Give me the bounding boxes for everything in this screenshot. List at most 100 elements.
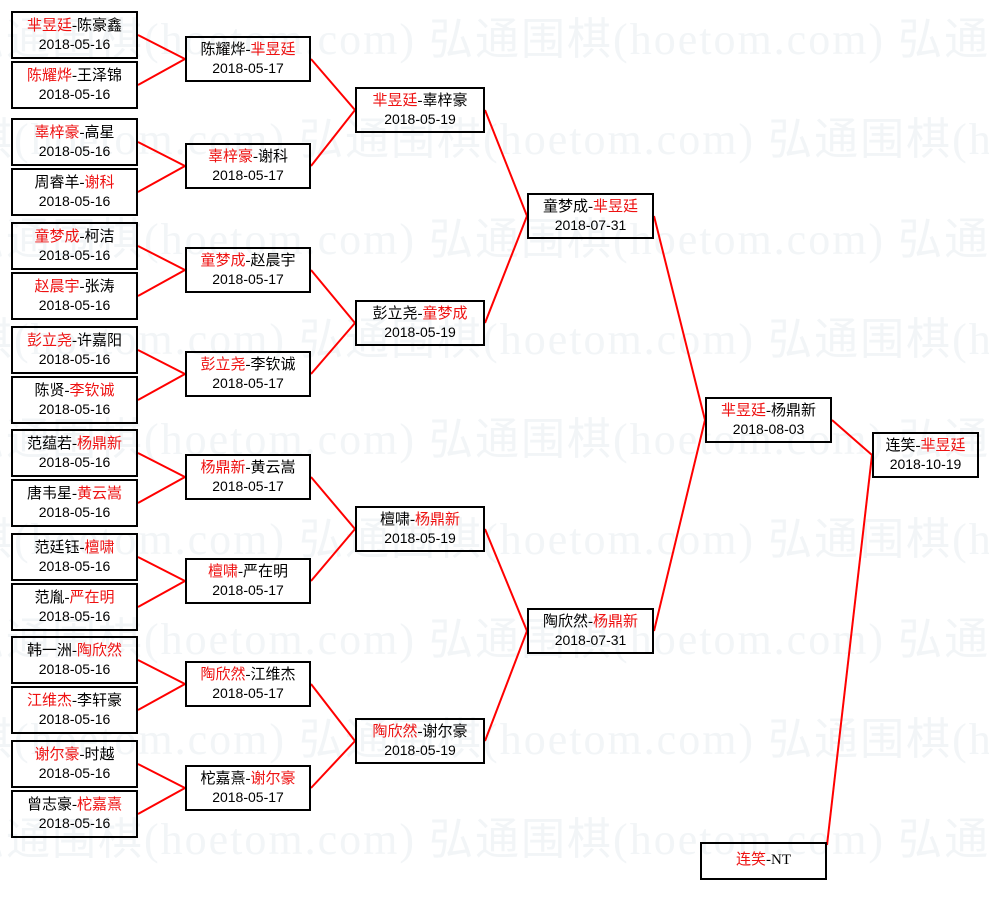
match-date: 2018-05-19 <box>384 741 456 758</box>
match-date: 2018-05-16 <box>38 814 111 831</box>
match-box[interactable]: 连笑-芈昱廷 2018-10-19 <box>872 432 979 478</box>
match-box[interactable]: 辜梓豪-谢科 2018-05-17 <box>185 143 311 189</box>
match-box[interactable]: 芈昱廷-辜梓豪 2018-05-19 <box>355 87 485 133</box>
match-box[interactable]: 周睿羊-谢科 2018-05-16 <box>11 168 138 216</box>
player-separator: - <box>79 540 85 557</box>
match-box[interactable]: 赵晨宇-张涛 2018-05-16 <box>11 272 138 320</box>
match-box[interactable]: 范胤-严在明 2018-05-16 <box>11 583 138 631</box>
match-date: 2018-05-17 <box>212 477 284 494</box>
player-winner: 童梦成 <box>200 253 246 270</box>
player-winner: 彭立尧 <box>200 357 246 374</box>
player-separator: - <box>245 42 251 59</box>
player-separator: - <box>915 438 921 455</box>
player-winner: 杨鼎新 <box>77 436 123 453</box>
match-box[interactable]: 杨鼎新-黄云嵩 2018-05-17 <box>185 454 311 500</box>
match-box[interactable]: 范廷钰-檀啸 2018-05-16 <box>11 533 138 581</box>
player-loser: 曾志豪 <box>26 797 72 814</box>
player-loser: 彭立尧 <box>372 306 418 323</box>
match-box[interactable]: 谢尔豪-时越 2018-05-16 <box>11 740 138 788</box>
match-date: 2018-05-17 <box>212 788 284 805</box>
match-date: 2018-05-17 <box>212 684 284 701</box>
match-box[interactable]: 辜梓豪-高星 2018-05-16 <box>11 118 138 166</box>
match-box[interactable]: 陶欣然-杨鼎新 2018-07-31 <box>527 608 654 654</box>
match-box[interactable]: 芈昱廷-杨鼎新 2018-08-03 <box>705 397 832 443</box>
player-winner: 芈昱廷 <box>920 438 966 455</box>
match-date: 2018-05-16 <box>38 660 111 677</box>
match-players: 连笑-芈昱廷 <box>885 438 965 455</box>
match-date: 2018-05-19 <box>384 323 456 340</box>
player-winner: 芈昱廷 <box>720 403 766 420</box>
match-box[interactable]: 曾志豪-柁嘉熹 2018-05-16 <box>11 790 138 838</box>
match-box[interactable]: 童梦成-柯洁 2018-05-16 <box>11 222 138 270</box>
player-separator: - <box>588 614 593 631</box>
player-loser: 唐韦星 <box>26 486 72 503</box>
match-box[interactable]: 陈耀烨-芈昱廷 2018-05-17 <box>185 36 311 82</box>
match-box[interactable]: 唐韦星-黄云嵩 2018-05-16 <box>11 479 138 527</box>
match-box[interactable]: 彭立尧-李钦诚 2018-05-17 <box>185 351 311 397</box>
match-box[interactable]: 陶欣然-江维杰 2018-05-17 <box>185 661 311 707</box>
player-winner: 芈昱廷 <box>593 199 639 216</box>
match-box[interactable]: 江维杰-李轩豪 2018-05-16 <box>11 686 138 734</box>
player-winner: 檀啸 <box>207 564 238 581</box>
player-loser: 范胤 <box>34 590 65 607</box>
match-box[interactable]: 陈耀烨-王泽锦 2018-05-16 <box>11 61 138 109</box>
player-loser: 谢科 <box>258 149 289 166</box>
player-separator: - <box>245 253 251 270</box>
match-date: 2018-05-16 <box>38 764 111 781</box>
match-players: 陈耀烨-王泽锦 <box>27 68 122 85</box>
match-date: 2018-05-16 <box>38 453 111 470</box>
match-box[interactable]: 连笑-NT <box>700 842 827 880</box>
player-winner: 谢科 <box>84 175 115 192</box>
player-loser: 范蕴若 <box>26 436 72 453</box>
match-players: 陈贤-李钦诚 <box>34 383 114 400</box>
match-date: 2018-07-31 <box>554 631 627 648</box>
match-date: 2018-05-19 <box>384 529 456 546</box>
player-separator: - <box>253 149 258 166</box>
match-players: 杨鼎新-黄云嵩 <box>200 460 295 477</box>
player-winner: 黄云嵩 <box>77 486 123 503</box>
match-box[interactable]: 彭立尧-童梦成 2018-05-19 <box>355 300 485 346</box>
match-box[interactable]: 檀啸-严在明 2018-05-17 <box>185 558 311 604</box>
match-date: 2018-05-17 <box>212 166 284 183</box>
match-box[interactable]: 童梦成-芈昱廷 2018-07-31 <box>527 193 654 239</box>
match-date: 2018-10-19 <box>889 455 962 472</box>
match-box[interactable]: 韩一洲-陶欣然 2018-05-16 <box>11 636 138 684</box>
match-box[interactable]: 芈昱廷-陈豪鑫 2018-05-16 <box>11 11 138 59</box>
player-loser: 柁嘉熹 <box>200 771 246 788</box>
match-box[interactable]: 檀啸-杨鼎新 2018-05-19 <box>355 506 485 552</box>
match-players: 辜梓豪-高星 <box>34 125 114 142</box>
player-separator: - <box>417 93 423 110</box>
player-loser: 柯洁 <box>84 229 115 246</box>
match-box[interactable]: 陈贤-李钦诚 2018-05-16 <box>11 376 138 424</box>
match-players: 芈昱廷-杨鼎新 <box>721 403 816 420</box>
player-loser: 陈贤 <box>34 383 65 400</box>
match-box[interactable]: 陶欣然-谢尔豪 2018-05-19 <box>355 718 485 764</box>
player-separator: - <box>79 229 85 246</box>
player-loser: 严在明 <box>243 564 289 581</box>
player-separator: - <box>245 460 251 477</box>
match-players: 周睿羊-谢科 <box>34 175 114 192</box>
player-winner: 江维杰 <box>26 693 72 710</box>
match-box[interactable]: 彭立尧-许嘉阳 2018-05-16 <box>11 326 138 374</box>
player-loser: 陶欣然 <box>542 614 588 631</box>
player-loser: 李轩豪 <box>77 693 123 710</box>
match-box[interactable]: 童梦成-赵晨宇 2018-05-17 <box>185 247 311 293</box>
player-separator: - <box>64 590 70 607</box>
player-winner: 柁嘉熹 <box>77 797 123 814</box>
match-date: 2018-05-16 <box>38 710 111 727</box>
player-loser: 辜梓豪 <box>422 93 468 110</box>
match-box[interactable]: 范蕴若-杨鼎新 2018-05-16 <box>11 429 138 477</box>
match-date: 2018-05-19 <box>384 110 456 127</box>
match-date: 2018-05-16 <box>38 35 111 52</box>
player-loser: 时越 <box>84 747 115 764</box>
player-winner: 檀啸 <box>84 540 115 557</box>
player-separator: - <box>79 279 85 296</box>
player-winner: 芈昱廷 <box>250 42 296 59</box>
player-winner: 杨鼎新 <box>593 614 639 631</box>
player-winner: 赵晨宇 <box>34 279 80 296</box>
match-box[interactable]: 柁嘉熹-谢尔豪 2018-05-17 <box>185 765 311 811</box>
match-players: 彭立尧-童梦成 <box>372 306 467 323</box>
player-loser: 许嘉阳 <box>77 333 123 350</box>
player-separator: - <box>238 564 243 581</box>
match-players: 范廷钰-檀啸 <box>34 540 114 557</box>
